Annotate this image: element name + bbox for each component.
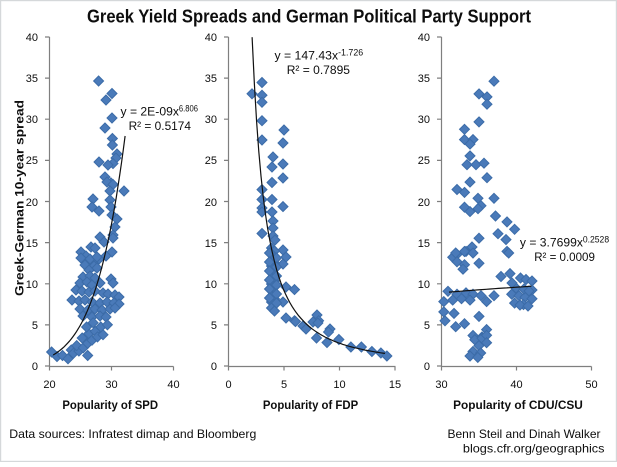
svg-text:20: 20: [418, 197, 430, 209]
svg-text:R² = 0.0009: R² = 0.0009: [534, 250, 595, 264]
svg-text:20: 20: [205, 197, 217, 209]
svg-text:20: 20: [26, 197, 38, 209]
svg-text:10: 10: [26, 279, 38, 291]
svg-text:30: 30: [26, 114, 38, 126]
svg-text:0: 0: [211, 361, 217, 373]
svg-text:30: 30: [205, 114, 217, 126]
svg-text:0: 0: [32, 361, 38, 373]
svg-text:35: 35: [205, 73, 217, 85]
svg-text:40: 40: [510, 379, 522, 391]
svg-text:5: 5: [211, 320, 217, 332]
svg-text:Popularity of SPD: Popularity of SPD: [62, 398, 158, 412]
svg-text:Popularity of CDU/CSU: Popularity of CDU/CSU: [453, 398, 583, 412]
svg-text:30: 30: [435, 379, 447, 391]
svg-text:R² = 0.5174: R² = 0.5174: [129, 119, 192, 133]
svg-text:Greek-German 10-year spread: Greek-German 10-year spread: [13, 100, 27, 296]
svg-text:10: 10: [205, 279, 217, 291]
svg-text:15: 15: [418, 238, 430, 250]
svg-text:Data sources: Infratest dimap: Data sources: Infratest dimap and Bloomb…: [9, 427, 256, 441]
svg-text:5: 5: [281, 379, 287, 391]
svg-text:35: 35: [26, 73, 38, 85]
svg-text:Benn Steil and Dinah Walker: Benn Steil and Dinah Walker: [448, 427, 601, 441]
svg-text:15: 15: [26, 238, 38, 250]
svg-text:40: 40: [26, 32, 38, 44]
svg-text:25: 25: [418, 155, 430, 167]
svg-text:35: 35: [418, 73, 430, 85]
svg-text:15: 15: [205, 238, 217, 250]
svg-text:Popularity of FDP: Popularity of FDP: [263, 398, 358, 412]
svg-text:30: 30: [418, 114, 430, 126]
svg-text:blogs.cfr.org/geographics: blogs.cfr.org/geographics: [463, 442, 605, 456]
svg-text:0: 0: [225, 379, 231, 391]
svg-text:Greek Yield Spreads and German: Greek Yield Spreads and German Political…: [87, 7, 531, 27]
svg-text:5: 5: [424, 320, 430, 332]
svg-text:y = 2E-09x6.806: y = 2E-09x6.806: [121, 104, 199, 119]
svg-text:y = 3.7699x0.2528: y = 3.7699x0.2528: [520, 235, 609, 250]
svg-text:25: 25: [26, 155, 38, 167]
svg-text:40: 40: [205, 32, 217, 44]
svg-text:5: 5: [32, 320, 38, 332]
svg-text:y = 147.43x-1.726: y = 147.43x-1.726: [275, 48, 364, 63]
svg-text:10: 10: [418, 279, 430, 291]
svg-text:15: 15: [389, 379, 401, 391]
svg-text:30: 30: [105, 379, 117, 391]
svg-text:50: 50: [585, 379, 597, 391]
svg-text:25: 25: [205, 155, 217, 167]
svg-text:20: 20: [43, 379, 55, 391]
svg-text:R² = 0.7895: R² = 0.7895: [287, 63, 350, 77]
svg-text:40: 40: [167, 379, 179, 391]
svg-text:0: 0: [424, 361, 430, 373]
svg-text:10: 10: [333, 379, 345, 391]
svg-text:40: 40: [418, 32, 430, 44]
